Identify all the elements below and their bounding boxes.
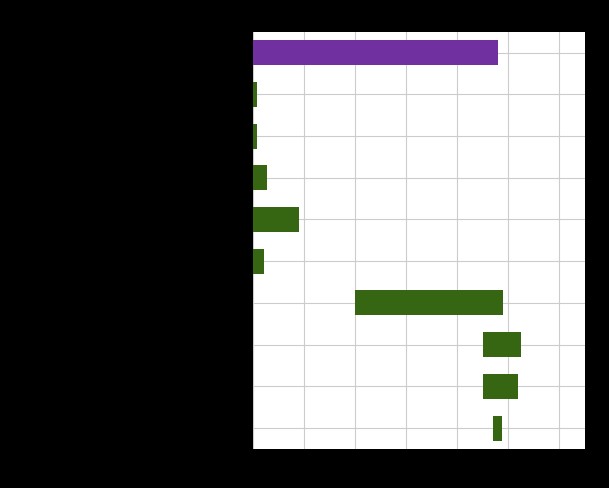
Bar xyxy=(355,290,503,315)
Bar xyxy=(493,416,502,441)
Bar xyxy=(253,249,264,274)
Bar xyxy=(482,374,518,399)
Bar xyxy=(482,332,521,357)
Bar xyxy=(253,40,498,65)
Bar xyxy=(253,165,267,190)
Bar xyxy=(253,82,257,107)
Bar xyxy=(253,123,257,148)
Bar xyxy=(253,207,298,232)
